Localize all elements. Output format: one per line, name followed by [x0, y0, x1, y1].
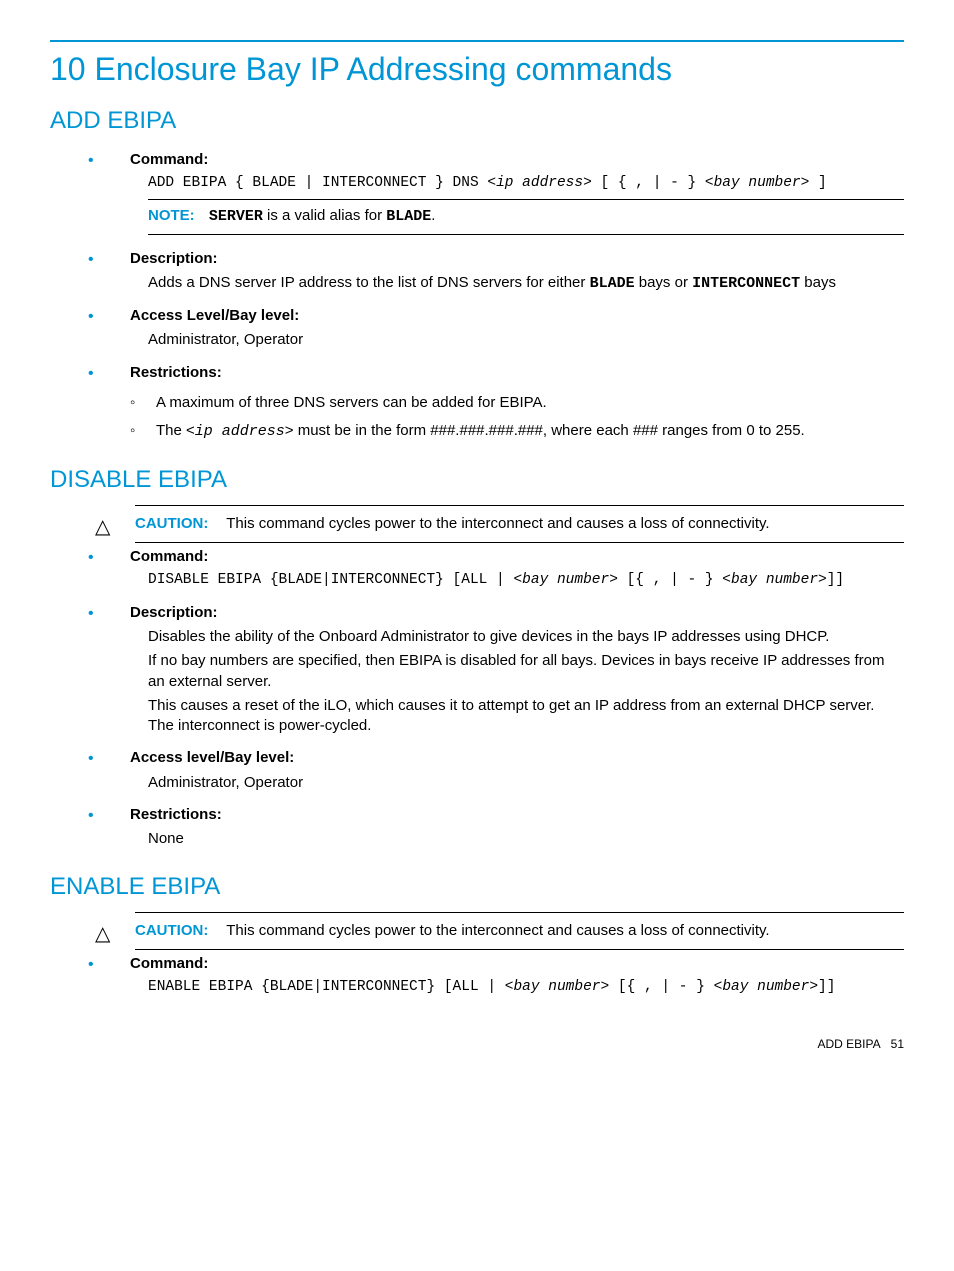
footer-section: ADD EBIPA	[817, 1037, 880, 1051]
add-list: Command: ADD EBIPA { BLADE | INTERCONNEC…	[130, 146, 904, 451]
restriction-2: The <ip address> must be in the form ###…	[156, 417, 904, 446]
add-description-text: Adds a DNS server IP address to the list…	[148, 273, 904, 294]
description-label: Description:	[130, 604, 218, 621]
disable-restrictions-value: None	[148, 829, 904, 849]
section-disable-title: DISABLE EBIPA	[50, 464, 904, 496]
disable-desc-p2: If no bay numbers are specified, then EB…	[148, 651, 904, 692]
disable-description-item: Description: Disables the ability of the…	[130, 599, 904, 745]
disable-access-value: Administrator, Operator	[148, 773, 904, 793]
add-note: NOTE: SERVER is a valid alias for BLADE.	[148, 206, 904, 227]
disable-caution: △ CAUTION: This command cycles power to …	[95, 505, 904, 543]
enable-list: Command: ENABLE EBIPA {BLADE|INTERCONNEC…	[130, 950, 904, 1006]
access-label: Access Level/Bay level:	[130, 307, 299, 324]
disable-restrictions-item: Restrictions: None	[130, 801, 904, 858]
access-label: Access level/Bay level:	[130, 749, 294, 766]
caution-text: This command cycles power to the interco…	[226, 922, 769, 939]
caution-text: This command cycles power to the interco…	[226, 515, 769, 532]
caution-icon: △	[95, 912, 135, 950]
note-rule-bottom	[148, 234, 904, 235]
enable-syntax: ENABLE EBIPA {BLADE|INTERCONNECT} [ALL |…	[148, 978, 904, 998]
top-divider	[50, 40, 904, 42]
caution-icon: △	[95, 505, 135, 543]
footer-page: 51	[891, 1037, 904, 1051]
disable-desc-p1: Disables the ability of the Onboard Admi…	[148, 627, 904, 647]
section-enable-title: ENABLE EBIPA	[50, 871, 904, 903]
add-access-value: Administrator, Operator	[148, 330, 904, 350]
command-label: Command:	[130, 151, 208, 168]
restriction-1: A maximum of three DNS servers can be ad…	[156, 389, 904, 417]
caution-label: CAUTION:	[135, 922, 208, 939]
chapter-title: 10 Enclosure Bay IP Addressing commands	[50, 48, 904, 91]
command-label: Command:	[130, 548, 208, 565]
add-description-item: Description: Adds a DNS server IP addres…	[130, 245, 904, 303]
add-restrictions-item: Restrictions: A maximum of three DNS ser…	[130, 359, 904, 451]
enable-command-item: Command: ENABLE EBIPA {BLADE|INTERCONNEC…	[130, 950, 904, 1006]
page-footer: ADD EBIPA 51	[50, 1036, 904, 1052]
restrictions-label: Restrictions:	[130, 806, 222, 823]
note-rule-top	[148, 199, 904, 200]
disable-command-item: Command: DISABLE EBIPA {BLADE|INTERCONNE…	[130, 543, 904, 599]
add-command-item: Command: ADD EBIPA { BLADE | INTERCONNEC…	[130, 146, 904, 245]
add-access-item: Access Level/Bay level: Administrator, O…	[130, 302, 904, 359]
description-label: Description:	[130, 250, 218, 267]
section-add-title: ADD EBIPA	[50, 105, 904, 137]
enable-caution: △ CAUTION: This command cycles power to …	[95, 912, 904, 950]
add-restrictions-list: A maximum of three DNS servers can be ad…	[156, 389, 904, 447]
add-syntax: ADD EBIPA { BLADE | INTERCONNECT } DNS <…	[148, 174, 904, 194]
restrictions-label: Restrictions:	[130, 364, 222, 381]
caution-label: CAUTION:	[135, 515, 208, 532]
disable-desc-p3: This causes a reset of the iLO, which ca…	[148, 696, 904, 737]
disable-syntax: DISABLE EBIPA {BLADE|INTERCONNECT} [ALL …	[148, 571, 904, 591]
disable-access-item: Access level/Bay level: Administrator, O…	[130, 744, 904, 801]
command-label: Command:	[130, 955, 208, 972]
disable-list: Command: DISABLE EBIPA {BLADE|INTERCONNE…	[130, 543, 904, 857]
